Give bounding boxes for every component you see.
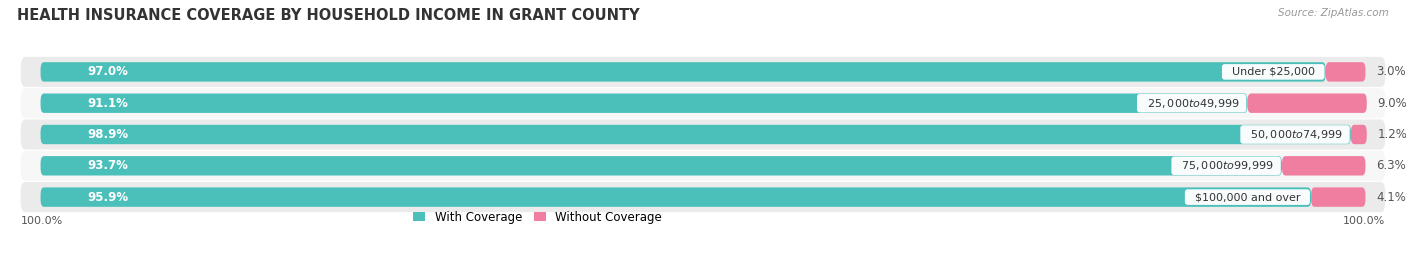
FancyBboxPatch shape: [41, 94, 1247, 113]
Text: 97.0%: 97.0%: [87, 65, 128, 78]
FancyBboxPatch shape: [1282, 156, 1365, 175]
FancyBboxPatch shape: [1247, 94, 1367, 113]
FancyBboxPatch shape: [41, 156, 1282, 175]
Text: 6.3%: 6.3%: [1376, 159, 1406, 172]
FancyBboxPatch shape: [21, 119, 1385, 150]
Text: 100.0%: 100.0%: [21, 215, 63, 226]
FancyBboxPatch shape: [41, 125, 1351, 144]
Text: Source: ZipAtlas.com: Source: ZipAtlas.com: [1278, 8, 1389, 18]
Text: $75,000 to $99,999: $75,000 to $99,999: [1174, 159, 1278, 172]
Text: Under $25,000: Under $25,000: [1225, 67, 1322, 77]
FancyBboxPatch shape: [41, 187, 1312, 207]
Text: HEALTH INSURANCE COVERAGE BY HOUSEHOLD INCOME IN GRANT COUNTY: HEALTH INSURANCE COVERAGE BY HOUSEHOLD I…: [17, 8, 640, 23]
FancyBboxPatch shape: [21, 182, 1385, 212]
Text: 91.1%: 91.1%: [87, 97, 128, 110]
Text: $50,000 to $74,999: $50,000 to $74,999: [1243, 128, 1347, 141]
Text: 3.0%: 3.0%: [1376, 65, 1406, 78]
Text: 9.0%: 9.0%: [1378, 97, 1406, 110]
Text: 4.1%: 4.1%: [1376, 191, 1406, 204]
Text: 93.7%: 93.7%: [87, 159, 128, 172]
FancyBboxPatch shape: [1312, 187, 1365, 207]
Text: $100,000 and over: $100,000 and over: [1188, 192, 1308, 202]
FancyBboxPatch shape: [21, 151, 1385, 181]
FancyBboxPatch shape: [21, 57, 1385, 87]
Text: $25,000 to $49,999: $25,000 to $49,999: [1140, 97, 1243, 110]
FancyBboxPatch shape: [1351, 125, 1367, 144]
Text: 100.0%: 100.0%: [1343, 215, 1385, 226]
Text: 98.9%: 98.9%: [87, 128, 128, 141]
FancyBboxPatch shape: [1326, 62, 1365, 82]
FancyBboxPatch shape: [21, 88, 1385, 118]
Text: 1.2%: 1.2%: [1378, 128, 1406, 141]
Text: 95.9%: 95.9%: [87, 191, 128, 204]
FancyBboxPatch shape: [41, 62, 1326, 82]
Legend: With Coverage, Without Coverage: With Coverage, Without Coverage: [409, 206, 666, 228]
